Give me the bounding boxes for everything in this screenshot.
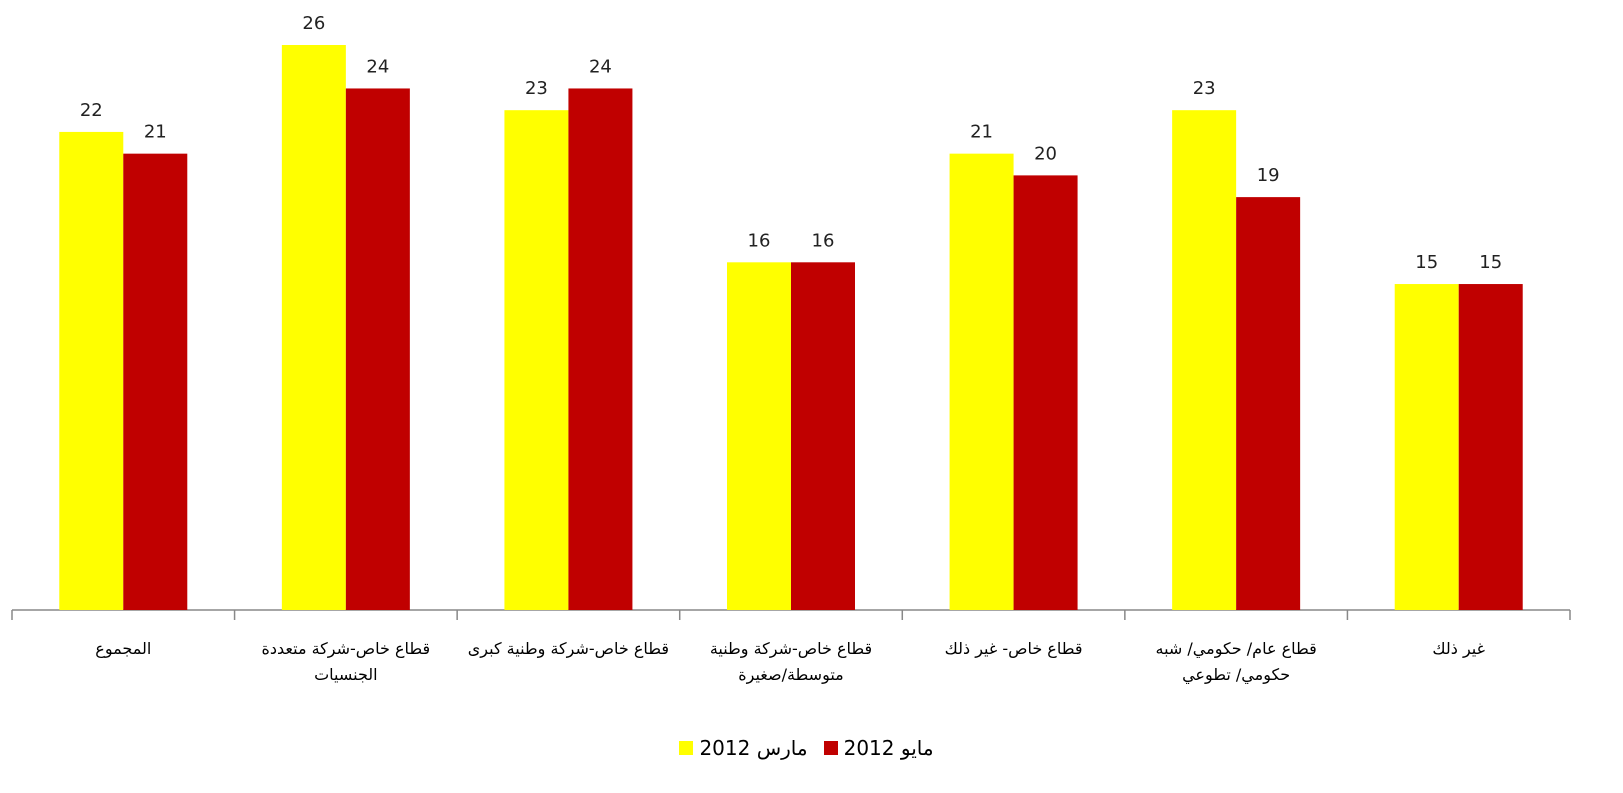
value-label: 21 (144, 122, 167, 143)
bar (504, 110, 569, 610)
bar (727, 262, 791, 610)
x-tick-label: قطاع خاص- غير ذلك (944, 639, 1083, 658)
legend-label: مارس 2012 (699, 736, 808, 760)
x-tick-label: المجموع (95, 639, 152, 658)
bar (345, 88, 410, 610)
bar (1394, 284, 1459, 610)
value-label: 16 (748, 230, 771, 251)
bar (123, 153, 188, 610)
x-tick-label: قطاع خاص-شركة وطنية كبرى (467, 639, 670, 658)
value-label: 26 (302, 13, 325, 34)
bar (1013, 175, 1078, 610)
value-label: 22 (80, 100, 103, 121)
x-tick-label: قطاع عام/ حكومي/ شبه حكومي/ تطوعي (1155, 639, 1317, 684)
legend-swatch (823, 741, 838, 755)
value-label: 24 (366, 56, 389, 77)
value-label: 21 (970, 122, 993, 143)
bar (791, 262, 855, 610)
bar (568, 88, 633, 610)
x-tick-label: قطاع خاص-شركة متعددة الجنسيات (261, 639, 431, 684)
value-label: 23 (525, 78, 548, 99)
value-label: 19 (1257, 165, 1280, 186)
x-tick-label: قطاع خاص-شركة وطنية متوسطة/صغيرة (709, 639, 873, 684)
bar (1458, 284, 1523, 610)
value-label: 24 (589, 56, 612, 77)
bar (281, 45, 346, 610)
x-tick-label: غير ذلك (1432, 639, 1485, 658)
value-label: 23 (1193, 78, 1216, 99)
legend-label: مايو 2012 (843, 736, 934, 760)
bar (1172, 110, 1237, 610)
legend: مارس 2012 مايو 2012 (0, 736, 1623, 760)
value-label: 15 (1479, 252, 1502, 273)
legend-swatch (679, 741, 694, 755)
value-label: 15 (1415, 252, 1438, 273)
value-label: 20 (1034, 143, 1057, 164)
bar (59, 131, 124, 610)
value-label: 16 (812, 230, 835, 251)
bar (1236, 197, 1301, 610)
bar (949, 153, 1014, 610)
